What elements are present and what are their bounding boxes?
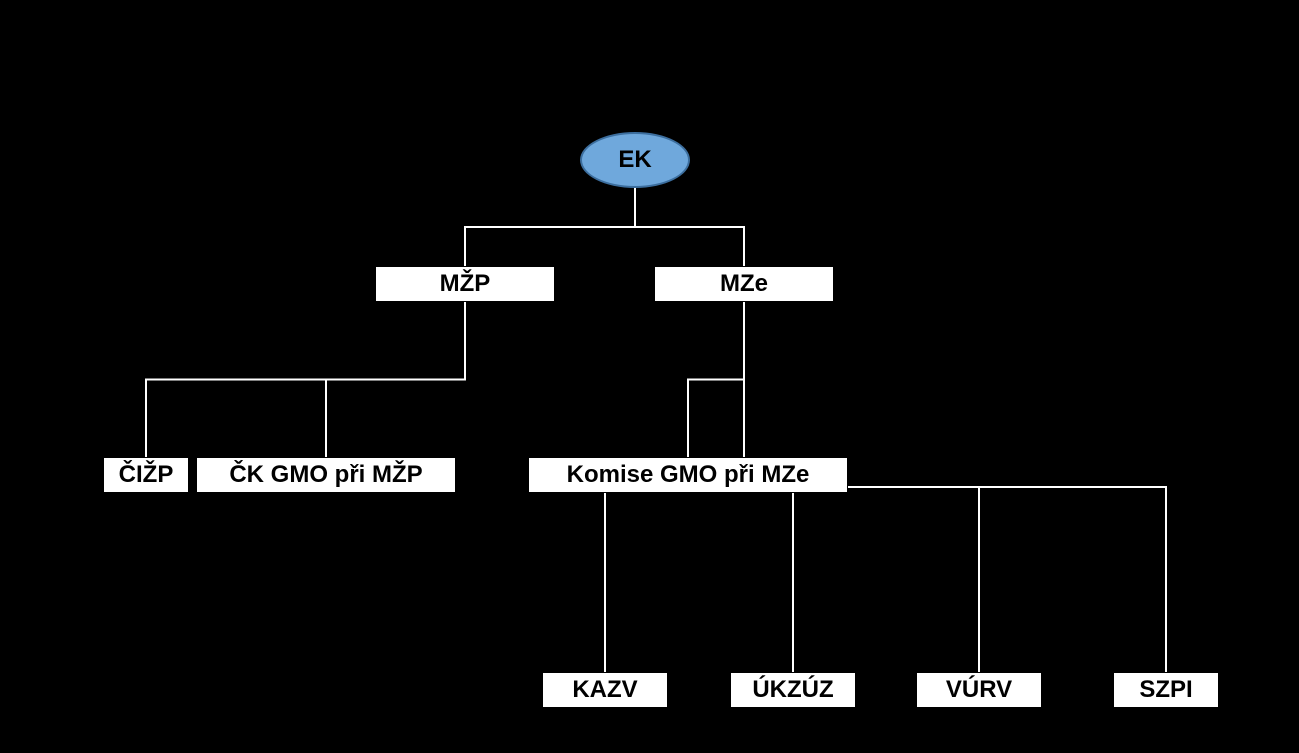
node-label: SZPI <box>1139 676 1192 704</box>
node-cizp: ČIŽP <box>103 457 189 493</box>
node-label: Komise GMO při MZe <box>567 461 810 489</box>
node-ek: EK <box>580 132 690 188</box>
node-ckgmo: ČK GMO při MŽP <box>196 457 456 493</box>
edges-layer <box>0 0 1299 753</box>
node-mze: MZe <box>654 266 834 302</box>
node-mzp: MŽP <box>375 266 555 302</box>
edge-ek-mze <box>635 188 744 266</box>
node-kazv: KAZV <box>542 672 668 708</box>
edge-ek-mzp <box>465 188 635 266</box>
node-label: VÚRV <box>946 676 1012 704</box>
node-label: MŽP <box>440 270 491 298</box>
node-label: ČK GMO při MŽP <box>229 461 422 489</box>
node-komise: Komise GMO při MZe <box>528 457 848 493</box>
edge-mzp-cizp <box>146 302 465 457</box>
node-label: MZe <box>720 270 768 298</box>
node-label: ÚKZÚZ <box>752 676 833 704</box>
diagram-canvas: EK MŽP MZe ČIŽP ČK GMO při MŽP Komise GMO při… <box>0 0 1299 753</box>
node-szpi: SZPI <box>1113 672 1219 708</box>
edge-mzp-ckgmo <box>326 302 465 457</box>
node-label: ČIŽP <box>119 461 174 489</box>
node-vurv: VÚRV <box>916 672 1042 708</box>
node-ukzuz: ÚKZÚZ <box>730 672 856 708</box>
node-label: EK <box>618 146 651 174</box>
edge-mze-komise <box>688 302 744 457</box>
node-label: KAZV <box>572 676 637 704</box>
